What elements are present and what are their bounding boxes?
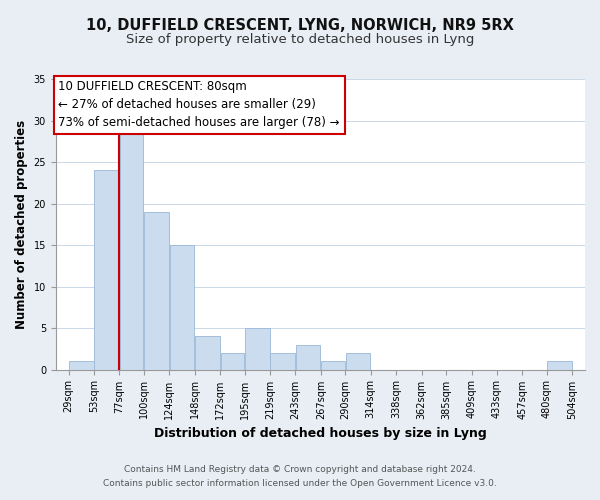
Text: 10, DUFFIELD CRESCENT, LYNG, NORWICH, NR9 5RX: 10, DUFFIELD CRESCENT, LYNG, NORWICH, NR… (86, 18, 514, 32)
Y-axis label: Number of detached properties: Number of detached properties (15, 120, 28, 329)
X-axis label: Distribution of detached houses by size in Lyng: Distribution of detached houses by size … (154, 427, 487, 440)
Text: Size of property relative to detached houses in Lyng: Size of property relative to detached ho… (126, 32, 474, 46)
Bar (144, 212, 169, 370)
Bar (322, 362, 345, 370)
Bar (170, 245, 194, 370)
Bar (245, 328, 269, 370)
Bar (94, 170, 119, 370)
Bar (296, 344, 320, 370)
Bar (120, 129, 143, 370)
Text: 10 DUFFIELD CRESCENT: 80sqm
← 27% of detached houses are smaller (29)
73% of sem: 10 DUFFIELD CRESCENT: 80sqm ← 27% of det… (58, 80, 340, 130)
Bar (547, 362, 572, 370)
Bar (195, 336, 220, 370)
Bar (221, 353, 244, 370)
Bar (346, 353, 370, 370)
Text: Contains HM Land Registry data © Crown copyright and database right 2024.
Contai: Contains HM Land Registry data © Crown c… (103, 466, 497, 487)
Bar (271, 353, 295, 370)
Bar (69, 362, 94, 370)
